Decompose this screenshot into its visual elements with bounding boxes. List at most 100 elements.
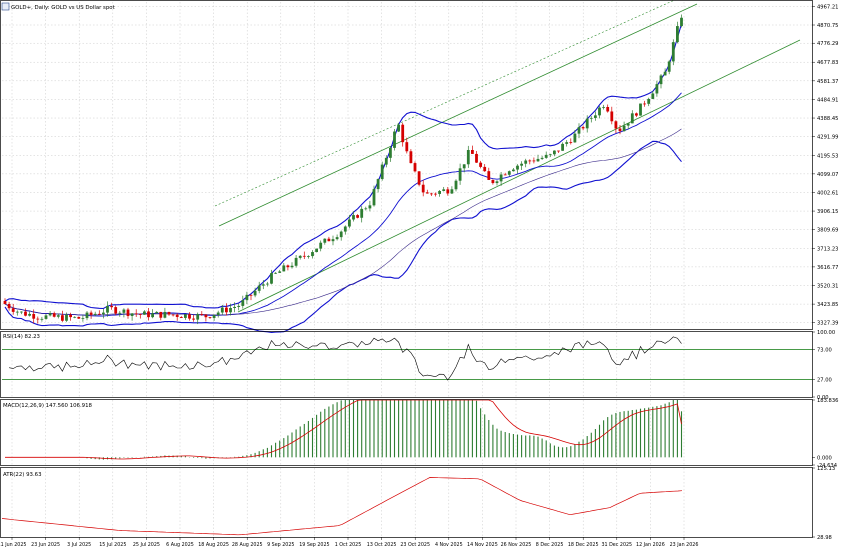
candle-body — [3, 300, 7, 304]
y-tick-label: 4776.29 — [817, 41, 838, 47]
candle-body — [598, 107, 601, 116]
rsi-label: RSI(14) 82.23 — [3, 334, 40, 340]
candle-body — [327, 238, 331, 242]
candle-body — [524, 160, 528, 164]
y-tick-label: 4388.45 — [817, 116, 838, 122]
candle-body — [257, 285, 261, 291]
candle-body — [491, 179, 495, 184]
candle-body — [233, 306, 236, 309]
candle-body — [241, 300, 245, 306]
candle-body — [561, 143, 564, 151]
candle-body — [635, 113, 638, 116]
candle-body — [40, 318, 44, 320]
candle-body — [360, 208, 364, 218]
x-tick-label: 23 Oct 2025 — [400, 542, 430, 548]
candle-body — [122, 309, 126, 313]
candle-body — [44, 315, 48, 319]
rsi-lines — [2, 336, 812, 381]
candle-body — [421, 184, 425, 193]
atr-panel[interactable]: ATR(22) 93.63 — [1, 472, 683, 536]
candle-body — [507, 171, 511, 175]
trend-channel[interactable] — [214, 0, 801, 313]
x-tick-label: 15 Jul 2025 — [99, 542, 126, 548]
candle-body — [192, 318, 195, 320]
x-tick-label: 13 Oct 2025 — [367, 542, 397, 548]
candle-body — [343, 226, 347, 232]
candle-body — [36, 318, 40, 320]
candle-body — [110, 305, 113, 308]
candle-body — [175, 314, 179, 317]
atr-label: ATR(22) 93.63 — [3, 472, 42, 478]
candle-body — [212, 314, 216, 318]
candle-body — [446, 189, 450, 194]
macd-signal-line — [5, 399, 682, 460]
candle-body — [503, 174, 507, 176]
candle-body — [417, 171, 421, 185]
candle-body — [130, 313, 134, 316]
candle-body — [32, 313, 36, 319]
atr-line-path — [1, 477, 683, 536]
candle-body — [323, 238, 327, 243]
macd-frame — [0, 399, 813, 466]
candle-body — [516, 165, 519, 170]
candle-body — [28, 313, 31, 316]
candle-body — [220, 307, 224, 313]
x-tick-label: 4 Nov 2025 — [435, 542, 463, 548]
candle-body — [97, 313, 101, 315]
candle-body — [143, 311, 146, 315]
y-tick-label: 3423.85 — [817, 302, 838, 308]
candle-body — [667, 61, 671, 72]
candle-body — [196, 314, 200, 320]
x-tick-label: 12 Jan 2026 — [636, 542, 665, 548]
y-tick-label: 3906.15 — [817, 209, 838, 215]
candle-body — [548, 154, 552, 156]
candle-body — [618, 128, 622, 132]
candle-body — [384, 157, 388, 165]
candle-body — [495, 181, 499, 184]
candle-body — [163, 311, 167, 318]
rsi-panel[interactable]: RSI(14) 82.23 — [2, 334, 812, 381]
candle-body — [270, 273, 273, 284]
candle-body — [520, 163, 523, 166]
x-tick-label: 26 Nov 2025 — [501, 542, 532, 548]
macd-panel[interactable]: MACD(12,26,9) 147.560 106.918 — [3, 399, 683, 460]
candle-body — [171, 314, 175, 316]
candle-body — [651, 93, 655, 99]
candle-body — [138, 314, 142, 315]
candle-body — [204, 314, 208, 318]
candle-body — [639, 103, 642, 116]
candle-body — [73, 316, 77, 318]
candle-body — [356, 215, 359, 218]
candle-body — [532, 160, 536, 162]
rsi-frame — [0, 331, 813, 398]
candle-body — [311, 252, 314, 257]
bollinger-upper — [4, 23, 683, 310]
x-tick-label: 18 Aug 2025 — [198, 542, 229, 548]
bollinger-bands — [4, 23, 683, 334]
candle-body — [557, 150, 560, 152]
candle-body — [188, 314, 191, 319]
price-panel[interactable]: GOLD+, Daily: GOLD vs US Dollar spot — [1, 0, 801, 334]
candle-body — [475, 153, 478, 163]
y-tick-label: 28.98 — [817, 535, 832, 541]
y-tick-label: 4195.53 — [817, 153, 838, 159]
candle-body — [331, 239, 335, 242]
candle-body — [630, 113, 634, 124]
candle-body — [302, 255, 306, 257]
symbol-icon — [1, 2, 10, 11]
y-tick-label: 4291.99 — [817, 135, 838, 141]
candle-body — [93, 313, 97, 315]
y-tick-label: 73.00 — [817, 348, 832, 354]
candle-body — [282, 265, 286, 272]
x-tick-label: 11 Jun 2025 — [0, 542, 26, 548]
rsi-line — [9, 336, 682, 381]
candle-body — [573, 133, 577, 143]
x-tick-label: 3 Jul 2025 — [67, 542, 91, 548]
candle-body — [52, 313, 56, 317]
atr-frame — [0, 467, 813, 538]
y-tick-label: 4870.75 — [817, 23, 838, 29]
candle-body — [663, 71, 667, 76]
candle-body — [335, 237, 339, 240]
y-tick-label: 0.000 — [817, 455, 832, 461]
candle-body — [237, 305, 241, 307]
